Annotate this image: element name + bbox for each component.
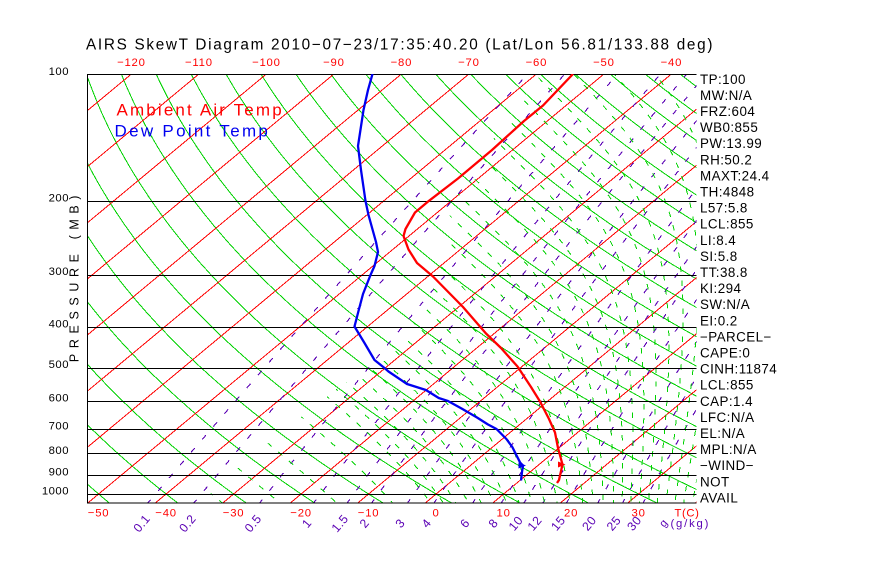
svg-text:SW:N/A: SW:N/A [700,297,750,312]
svg-text:−10: −10 [358,508,380,520]
svg-text:NOT: NOT [700,474,730,489]
svg-text:TH:4848: TH:4848 [700,185,755,200]
svg-text:LI:8.4: LI:8.4 [700,233,736,248]
svg-text:−70: −70 [458,57,480,69]
svg-text:100: 100 [49,66,69,78]
svg-text:300: 300 [49,266,69,278]
svg-text:−120: −120 [117,57,146,69]
svg-text:MW:N/A: MW:N/A [700,88,752,103]
svg-text:Dew Point Temp: Dew Point Temp [115,122,271,141]
svg-text:L57:5.8: L57:5.8 [700,201,748,216]
svg-text:MAXT:24.4: MAXT:24.4 [700,168,770,183]
svg-text:AIRS SkewT Diagram 2010−07−23/: AIRS SkewT Diagram 2010−07−23/17:35:40.2… [86,37,714,54]
svg-text:0: 0 [433,508,440,520]
svg-text:(g/kg): (g/kg) [671,518,711,530]
svg-text:FRZ:604: FRZ:604 [700,104,755,119]
svg-text:PRESSURE (MB): PRESSURE (MB) [68,190,82,362]
svg-text:KI:294: KI:294 [700,281,742,296]
svg-text:1000: 1000 [42,486,69,498]
svg-text:200: 200 [49,192,69,204]
svg-text:400: 400 [49,319,69,331]
svg-text:−100: −100 [252,57,281,69]
svg-text:−40: −40 [155,508,177,520]
svg-text:600: 600 [49,392,69,404]
svg-text:EI:0.2: EI:0.2 [700,313,738,328]
svg-text:−40: −40 [661,57,683,69]
svg-text:700: 700 [49,421,69,433]
svg-text:EL:N/A: EL:N/A [700,426,745,441]
svg-text:RH:50.2: RH:50.2 [700,152,752,167]
svg-text:LCL:855: LCL:855 [700,217,754,232]
svg-text:−50: −50 [593,57,615,69]
svg-text:CAPE:0: CAPE:0 [700,346,750,361]
svg-text:Ambient Air Temp: Ambient Air Temp [117,101,284,120]
svg-text:800: 800 [49,445,69,457]
svg-text:TP:100: TP:100 [700,72,746,87]
svg-text:20: 20 [564,508,578,520]
svg-text:AVAIL: AVAIL [700,490,738,505]
svg-text:−WIND−: −WIND− [700,458,754,473]
svg-text:PW:13.99: PW:13.99 [700,136,762,151]
svg-text:500: 500 [49,359,69,371]
svg-text:SI:5.8: SI:5.8 [700,249,738,264]
svg-text:30: 30 [632,508,646,520]
svg-text:CINH:11874: CINH:11874 [700,362,777,377]
svg-text:LFC:N/A: LFC:N/A [700,410,755,425]
svg-text:−50: −50 [88,508,110,520]
svg-text:CAP:1.4: CAP:1.4 [700,394,753,409]
svg-text:900: 900 [49,466,69,478]
svg-text:−PARCEL−: −PARCEL− [700,329,772,344]
svg-text:MPL:N/A: MPL:N/A [700,442,757,457]
svg-text:−110: −110 [185,57,213,69]
svg-text:TT:38.8: TT:38.8 [700,265,748,280]
svg-text:−20: −20 [290,508,312,520]
svg-text:−90: −90 [323,57,345,69]
svg-text:−80: −80 [391,57,413,69]
svg-text:LCL:855: LCL:855 [700,378,754,393]
svg-text:WB0:855: WB0:855 [700,120,758,135]
svg-text:−30: −30 [223,508,245,520]
svg-text:T(C): T(C) [675,508,700,520]
svg-text:−60: −60 [526,57,548,69]
svg-text:10: 10 [497,508,511,520]
